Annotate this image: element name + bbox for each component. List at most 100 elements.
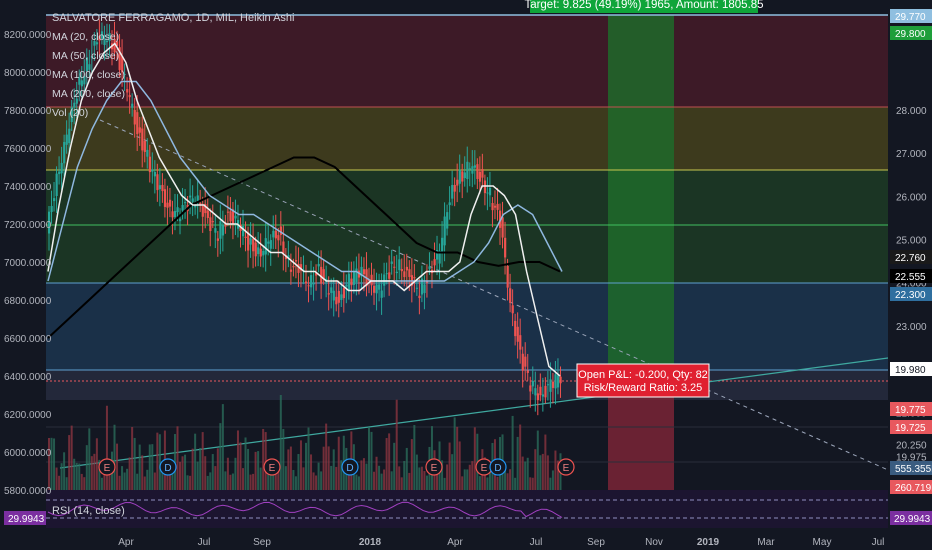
candle-body (224, 222, 227, 227)
candle-body (201, 205, 204, 217)
candle-body (559, 376, 562, 384)
candles-layer (48, 19, 562, 416)
right-axis: 28.00027.00026.00025.00024.00023.00021.0… (4, 0, 932, 550)
right-axis-label-bg (890, 287, 932, 301)
event-marker: E (431, 463, 438, 474)
candle-body (138, 127, 141, 133)
volume-bar (247, 448, 250, 490)
right-axis-label-bg (890, 461, 932, 475)
volume-bar (509, 469, 512, 490)
candle-body (80, 80, 83, 87)
candle-body (63, 142, 66, 164)
candle-body (257, 247, 260, 255)
left-axis: 8200.0000 8000.0000 7800.0000 7600.0000 7400… (0, 15, 52, 497)
right-axis-label-bg (890, 362, 932, 376)
volume-bar (327, 446, 330, 490)
volume-bar (544, 434, 547, 490)
volume-bar (305, 442, 307, 490)
left-axis-tick: 8000.0000 (4, 68, 52, 79)
candle-body (50, 205, 53, 212)
candle-body (181, 205, 184, 211)
candle-body (493, 205, 497, 208)
volume-bar (181, 456, 184, 490)
candle-body (438, 251, 441, 264)
candle-body (466, 161, 469, 180)
candle-body (297, 263, 300, 273)
candle-body (448, 202, 451, 206)
candle-body (108, 33, 111, 42)
candle-body (128, 94, 131, 98)
rsi-label: RSI (14, close) (52, 505, 125, 517)
volume-bar (105, 405, 108, 490)
candle-body (415, 287, 419, 289)
candle-body (88, 64, 91, 70)
entry-zone (46, 283, 888, 370)
rsi-value-left: 29.9943 (8, 514, 45, 525)
candle-body (375, 284, 378, 294)
candle-body (103, 38, 106, 46)
candle-body (322, 269, 325, 279)
right-axis-label-bg (890, 9, 932, 23)
volume-bar (335, 466, 338, 490)
volume-bar (325, 423, 328, 490)
left-axis-tick: 5800.0000 (4, 486, 52, 497)
position-pnl: Open P&L: -0.200, Qty: 82 (578, 369, 708, 381)
volume-bar (307, 427, 310, 490)
volume-bar (100, 477, 103, 490)
candle-body (418, 295, 421, 299)
uptrend-line[interactable] (59, 357, 889, 469)
volume-bar (65, 477, 68, 490)
volume-bar (229, 474, 232, 490)
volume-bar (148, 444, 151, 490)
ma50-line (47, 80, 563, 282)
volume-bar (451, 454, 454, 490)
volume-bar (88, 428, 91, 490)
volume-bar (362, 458, 365, 490)
candle-body (337, 290, 340, 303)
volume-bar (141, 455, 144, 490)
candle-body (184, 202, 187, 204)
volume-bar (521, 456, 524, 490)
right-axis-tick: 25.000 (896, 236, 927, 247)
candle-body (75, 98, 78, 104)
volume-bar (398, 466, 401, 490)
volume-bar (506, 473, 509, 490)
candle-body (78, 76, 81, 85)
right-axis-tick: 20.250 (896, 441, 927, 452)
right-axis-label-bg (890, 480, 932, 494)
candle-body (320, 266, 323, 284)
candle-body (441, 237, 444, 252)
volume-bar (458, 441, 461, 490)
volume-bar (519, 424, 522, 490)
volume-bar (201, 432, 204, 490)
candle-body (116, 41, 119, 47)
candle-body (70, 107, 73, 123)
candle-body (370, 274, 373, 286)
volume-bar (357, 476, 360, 490)
volume-bar (330, 465, 333, 490)
candle-body (496, 203, 499, 210)
target-banner-bg[interactable] (530, 0, 758, 13)
volume-bar (461, 476, 464, 490)
ma20-line (47, 42, 561, 377)
volume-bar (252, 473, 255, 490)
indicator-label: MA (200, close) (52, 88, 125, 100)
candle-body (423, 284, 426, 294)
volume-bar (262, 428, 265, 490)
event-marker: D (346, 463, 353, 474)
candle-body (393, 266, 396, 268)
candle-body (413, 277, 416, 279)
volume-bar (274, 467, 277, 490)
volume-bar (216, 448, 219, 490)
x-axis-tick: May (813, 537, 832, 548)
x-axis-tick: Mar (757, 537, 775, 548)
candle-body (491, 203, 494, 211)
volume-bar (514, 477, 517, 490)
candle-body (98, 35, 101, 41)
volume-bar (546, 455, 549, 490)
position-label-box[interactable] (576, 363, 710, 398)
x-axis-tick: Nov (645, 537, 663, 548)
candle-body (176, 207, 179, 213)
volume-bar (420, 466, 423, 490)
